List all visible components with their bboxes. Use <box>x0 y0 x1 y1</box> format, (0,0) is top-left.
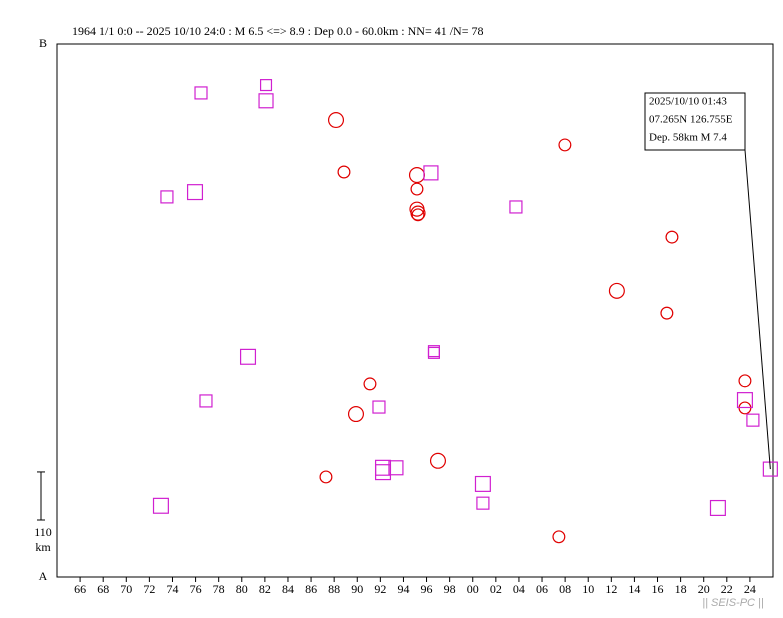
event-circle <box>347 406 365 423</box>
x-tick-label: 70 <box>120 582 132 596</box>
x-tick-label: 12 <box>605 582 617 596</box>
event-circle <box>319 470 333 484</box>
event-square <box>423 165 439 181</box>
event-circle <box>552 530 566 544</box>
x-tick-label: 66 <box>74 582 86 596</box>
x-tick-label: 68 <box>97 582 109 596</box>
event-square <box>474 475 491 492</box>
event-square <box>374 464 392 481</box>
x-tick-label: 16 <box>652 582 664 596</box>
end-label-b: B <box>39 36 47 50</box>
event-circle <box>411 208 425 222</box>
event-square <box>736 392 753 409</box>
x-tick-label: 78 <box>213 582 225 596</box>
event-circle <box>327 111 345 129</box>
end-label-a: A <box>39 569 48 583</box>
event-circle <box>558 138 572 152</box>
x-tick-label: 24 <box>744 582 756 596</box>
event-square <box>746 413 760 427</box>
event-circle <box>408 167 425 184</box>
event-square <box>374 459 392 476</box>
x-tick-label: 20 <box>698 582 710 596</box>
annotation-box <box>644 92 746 151</box>
x-tick-label: 98 <box>444 582 456 596</box>
event-square <box>258 93 274 109</box>
x-tick-label: 76 <box>190 582 202 596</box>
x-tick-label: 04 <box>513 582 525 596</box>
x-tick-label: 86 <box>305 582 317 596</box>
watermark: || SEIS-PC || <box>702 597 764 609</box>
event-circle <box>608 282 625 299</box>
annotation-line: 07.265N 126.755E <box>649 114 733 126</box>
event-square <box>152 497 169 514</box>
x-tick-label: 82 <box>259 582 271 596</box>
event-square <box>372 400 386 414</box>
x-tick-label: 88 <box>328 582 340 596</box>
x-tick-label: 94 <box>397 582 409 596</box>
plot-frame <box>56 43 774 578</box>
event-square <box>427 346 440 359</box>
x-tick-label: 92 <box>374 582 386 596</box>
x-tick-label: 96 <box>421 582 433 596</box>
x-tick-label: 08 <box>559 582 571 596</box>
event-circle <box>410 182 424 196</box>
scale-bar-unit: km <box>35 540 51 554</box>
x-tick-label: 84 <box>282 582 294 596</box>
x-tick-label: 18 <box>675 582 687 596</box>
event-square <box>160 190 174 204</box>
x-tick-label: 22 <box>721 582 733 596</box>
event-square <box>259 79 273 92</box>
event-square <box>186 184 204 201</box>
x-tick-label: 80 <box>236 582 248 596</box>
event-square <box>239 348 257 365</box>
x-tick-label: 72 <box>143 582 155 596</box>
x-tick-label: 74 <box>166 582 178 596</box>
x-tick-label: 02 <box>490 582 502 596</box>
annotation-line: Dep. 58km M 7.4 <box>649 132 727 144</box>
x-tick-label: 14 <box>628 582 640 596</box>
event-circle <box>410 205 426 221</box>
scale-bar-label: 110 <box>34 525 52 539</box>
event-square <box>199 394 213 408</box>
event-circle <box>660 306 674 320</box>
x-tick-label: 90 <box>351 582 363 596</box>
event-circle <box>738 374 752 388</box>
event-square <box>476 496 490 510</box>
annotation-pointer <box>744 149 771 470</box>
x-tick-label: 00 <box>467 582 479 596</box>
chart-title: 1964 1/1 0:0 -- 2025 10/10 24:0 : M 6.5 … <box>72 24 484 38</box>
event-circle <box>337 165 351 179</box>
event-square <box>194 86 208 100</box>
event-square <box>709 499 726 516</box>
event-circle <box>665 230 679 244</box>
event-circle <box>363 377 377 391</box>
annotation-line: 2025/10/10 01:43 <box>649 96 727 108</box>
event-circle <box>429 452 447 469</box>
event-square <box>509 200 523 214</box>
x-tick-label: 10 <box>582 582 594 596</box>
event-square <box>388 460 404 476</box>
x-tick-label: 06 <box>536 582 548 596</box>
event-square <box>762 461 778 477</box>
